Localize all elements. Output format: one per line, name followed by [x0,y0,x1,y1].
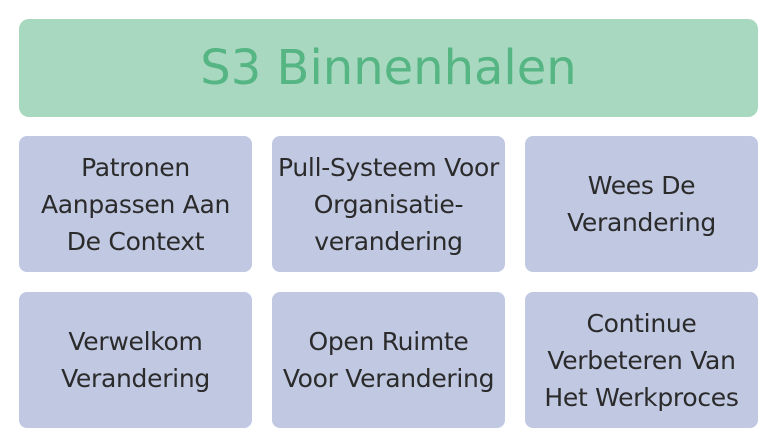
pattern-card-verwelkom-verandering[interactable]: Verwelkom Verandering [19,292,252,428]
pattern-card-label-line: Verbeteren Van [547,345,736,375]
pattern-card-label-line: Continue [586,308,697,338]
pattern-card-label-line: Voor Verandering [282,364,495,393]
pattern-card-label-line: Het Werkproces [544,382,739,412]
pattern-card-open-ruimte[interactable]: Open Ruimte Voor Verandering [272,292,505,428]
pattern-card-label-line: Verwelkom [68,327,203,356]
category-title: S3 Binnenhalen [200,40,577,96]
pattern-card-continue-verbeteren[interactable]: Continue Verbeteren Van Het Werkproces [525,292,758,428]
pattern-card-label: Verwelkom Verandering [61,323,210,397]
pattern-card-wees-de-verandering[interactable]: Wees De Verandering [525,136,758,272]
pattern-card-label: Pull-Systeem Voor Organisatie- veranderi… [278,149,499,260]
pattern-card-label-line: De Context [66,226,205,256]
pattern-card-label-line: Patronen [81,152,190,182]
pattern-card-patronen-aanpassen[interactable]: Patronen Aanpassen Aan De Context [19,136,252,272]
pattern-card-label-line: Wees De [587,171,696,200]
pattern-card-label: Patronen Aanpassen Aan De Context [41,149,230,260]
pattern-card-label-line: Organisatie- [313,189,464,219]
pattern-card-label: Open Ruimte Voor Verandering [282,323,495,397]
category-header: S3 Binnenhalen [19,19,758,117]
pattern-card-label: Wees De Verandering [567,167,716,241]
pattern-card-label-line: Aanpassen Aan [40,189,231,219]
pattern-card-label-line: Verandering [567,208,716,237]
pattern-card-label-line: Verandering [61,364,210,393]
pattern-card-pull-systeem[interactable]: Pull-Systeem Voor Organisatie- veranderi… [272,136,505,272]
pattern-card-label-line: Open Ruimte [308,327,469,356]
pattern-card-label: Continue Verbeteren Van Het Werkproces [544,305,738,416]
pattern-card-label-line: Pull-Systeem Voor [278,152,499,182]
pattern-card-label-line: verandering [314,226,463,256]
